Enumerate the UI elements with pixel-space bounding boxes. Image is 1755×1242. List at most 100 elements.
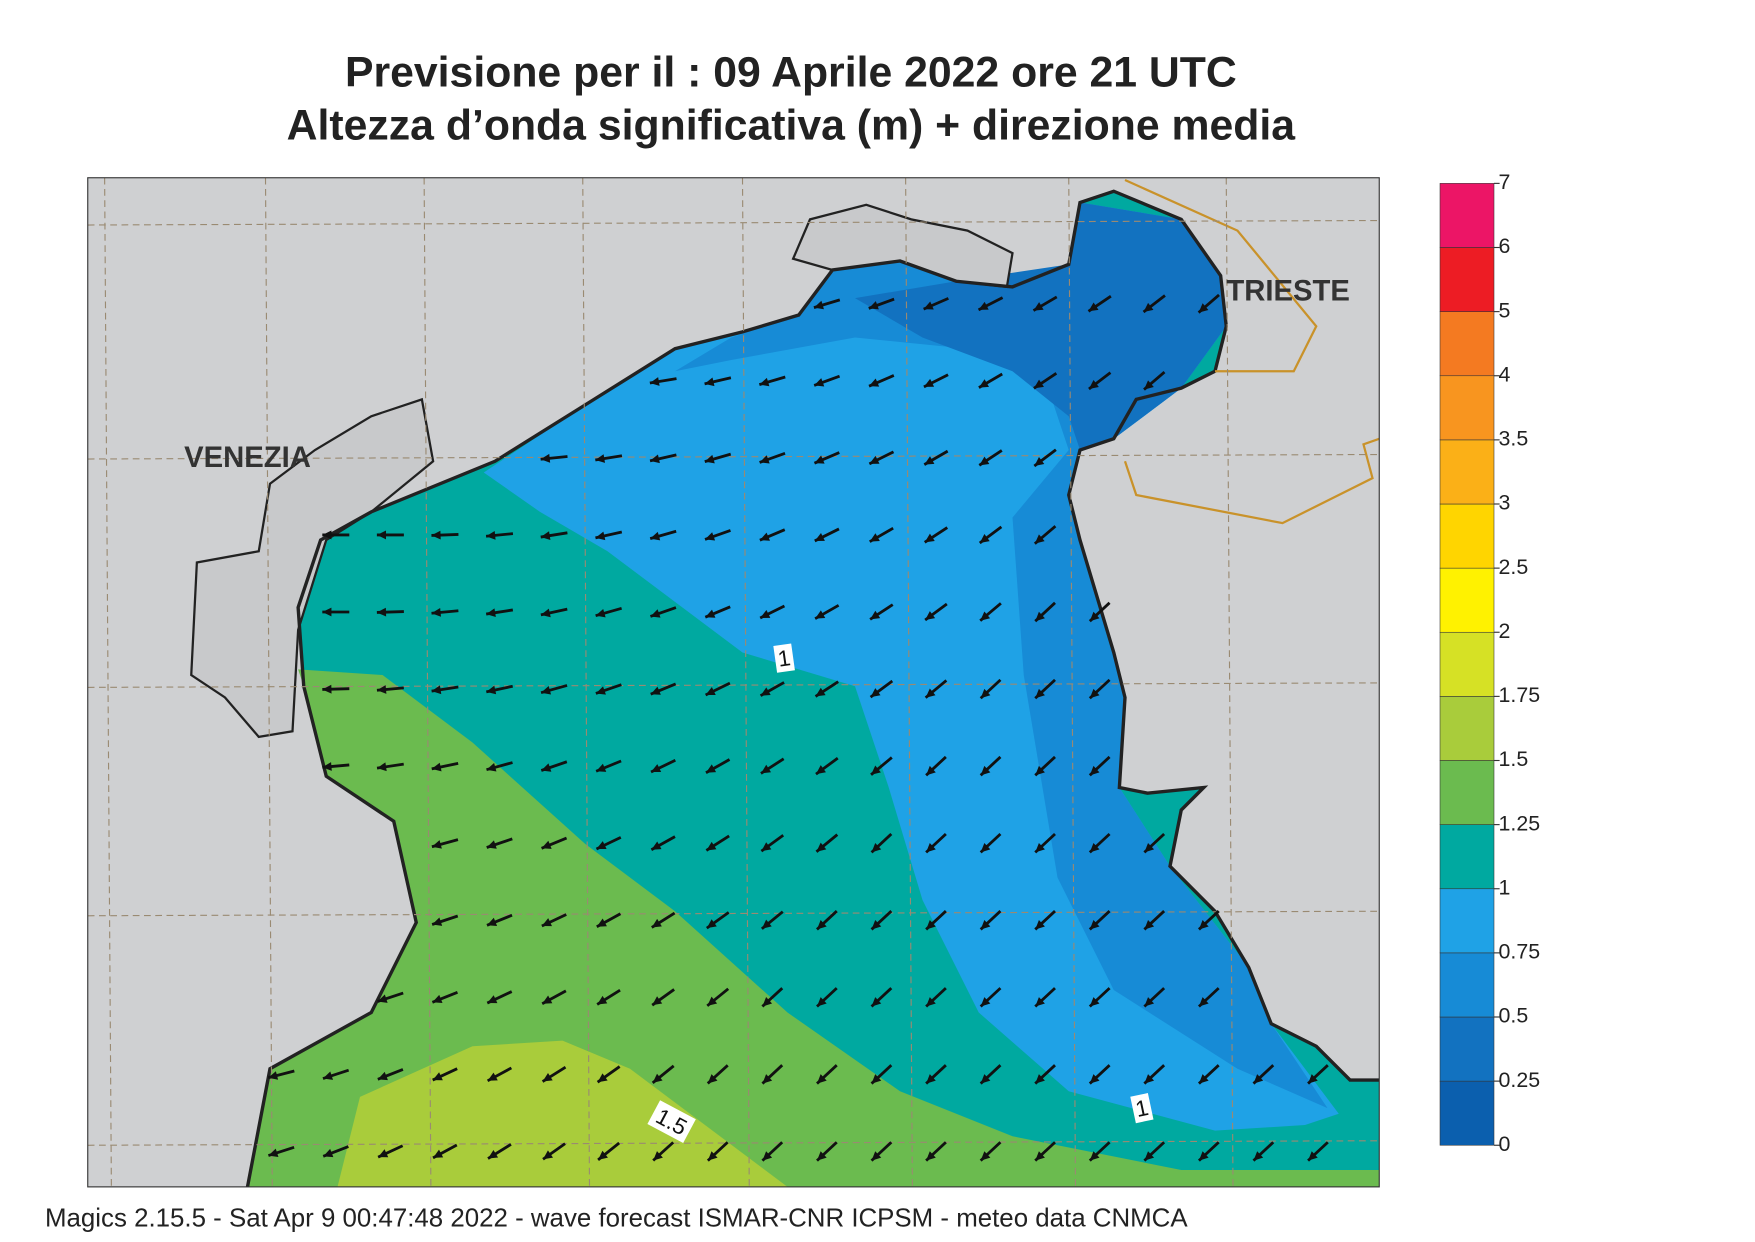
arrow-head — [376, 607, 387, 617]
arrow-head — [1198, 920, 1209, 930]
arrow-head — [815, 610, 826, 619]
title: Previsione per il : 09 Aprile 2022 ore 2… — [345, 49, 1237, 97]
arrow-head — [814, 532, 825, 541]
arrow-head — [978, 379, 989, 388]
arrow-head — [1308, 1151, 1318, 1161]
colorbar-label: 7 — [1499, 170, 1511, 194]
arrow-head — [543, 1150, 554, 1160]
contour-label-text: 1 — [1133, 1095, 1150, 1122]
arrow-head — [486, 685, 497, 695]
arrow-head — [1198, 1074, 1209, 1084]
arrow-head — [924, 533, 935, 543]
arrow-head — [595, 531, 606, 541]
colorbar-bin — [1439, 631, 1495, 697]
arrow-head — [815, 687, 826, 697]
arrow-head — [868, 301, 879, 310]
arrow-head — [486, 840, 497, 849]
arrow-head — [760, 764, 772, 774]
arrow-head — [1253, 1074, 1264, 1084]
colorbar-bin — [1439, 888, 1495, 954]
colorbar-bin — [1439, 311, 1495, 377]
arrow-head — [816, 1151, 827, 1161]
arrow-head — [871, 920, 882, 930]
arrow-head — [980, 920, 991, 930]
arrow-head — [926, 997, 936, 1007]
arrow-head — [596, 918, 607, 927]
arrow-head — [432, 994, 443, 1004]
arrow-head — [1088, 302, 1099, 312]
colorbar-label: 0.5 — [1499, 1004, 1529, 1028]
arrow-head — [1035, 997, 1045, 1007]
arrow-head — [816, 842, 827, 852]
arrow-head — [923, 378, 935, 387]
arrow-head — [268, 1071, 279, 1080]
arrow-head — [541, 763, 552, 772]
arrow-head — [923, 301, 934, 310]
arrow-head — [980, 1074, 991, 1084]
colorbar-bin — [1439, 375, 1495, 441]
arrow-head — [376, 685, 387, 694]
arrow-head — [761, 842, 772, 852]
arrow-head — [1089, 611, 1100, 622]
wave-zone — [675, 202, 1328, 1109]
arrow-head — [540, 453, 551, 463]
colorbar-label: 2 — [1499, 619, 1511, 643]
arrow-head — [486, 763, 497, 772]
arrow-head — [596, 841, 607, 850]
contour-label-text: 1 — [776, 645, 792, 671]
arrow-head — [1035, 842, 1045, 853]
wave-directions — [267, 293, 1329, 1162]
arrow-head — [378, 1149, 389, 1158]
arrow-head — [871, 997, 882, 1007]
arrow-head — [980, 842, 991, 853]
arrow-head — [322, 530, 332, 540]
colorbar-label: 1 — [1499, 875, 1511, 899]
arrow-head — [377, 1071, 388, 1081]
arrow-head — [869, 378, 880, 387]
arrow-head — [759, 532, 770, 541]
arrow-head — [1089, 765, 1100, 776]
arrow-head — [377, 762, 387, 772]
parallel — [87, 910, 1380, 917]
arrow-head — [649, 377, 660, 386]
colorbar-label: 3.5 — [1499, 427, 1529, 451]
arrow-head — [1144, 1074, 1155, 1084]
arrow-head — [1198, 1151, 1209, 1161]
arrow-head — [486, 530, 496, 540]
map — [87, 177, 1380, 1187]
arrow-head — [813, 300, 824, 310]
arrow-head — [376, 530, 386, 540]
arrow-head — [762, 1151, 773, 1161]
arrow-head — [869, 533, 880, 542]
arrow-head — [761, 919, 772, 929]
arrow-head — [870, 688, 881, 698]
arrow-head — [1143, 302, 1154, 312]
colorbar-bin — [1439, 1080, 1495, 1146]
arrow-head — [760, 609, 771, 618]
colorbar-bin — [1439, 567, 1495, 633]
arrow-head — [650, 454, 660, 464]
arrow-head — [980, 688, 991, 699]
subtitle: Altezza d’onda significativa (m) + direz… — [287, 102, 1297, 150]
arrow-head — [705, 532, 716, 541]
arrow-head — [650, 686, 661, 695]
arrow-head — [816, 1074, 827, 1084]
arrow-head — [432, 917, 443, 926]
arrow-head — [926, 765, 936, 776]
arrow-head — [814, 455, 825, 464]
contour-label: 1 — [1130, 1093, 1154, 1124]
arrow-head — [762, 1074, 773, 1084]
colorbar-bin — [1439, 439, 1495, 505]
arrow-head — [488, 1149, 499, 1159]
arrow-head — [1035, 611, 1045, 622]
arrow-head — [1035, 920, 1045, 930]
arrow-head — [980, 611, 991, 621]
arrow-head — [926, 1074, 936, 1084]
arrow-head — [486, 608, 496, 618]
arrow-head — [1144, 842, 1155, 853]
place-label: TRIESTE — [1226, 275, 1350, 307]
arrow-head — [651, 764, 662, 772]
colorbar-label: 4 — [1499, 362, 1511, 386]
